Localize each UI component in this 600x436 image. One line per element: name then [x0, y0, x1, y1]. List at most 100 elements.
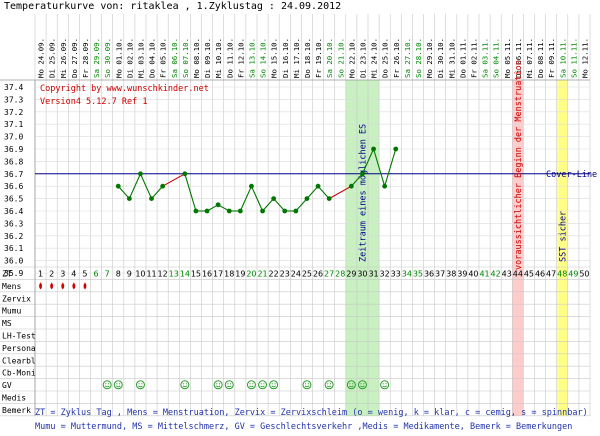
cycle-day-label: 5: [82, 270, 87, 279]
temperature-segment: [128, 173, 141, 199]
date-header: Fr 19.10.: [314, 38, 323, 78]
gv-smiley-eye: [185, 383, 187, 385]
gv-smiley-mouth: [271, 385, 276, 388]
temperature-point: [160, 183, 166, 189]
page-title: Temperaturkurve von: ritaklea , 1.Zyklus…: [4, 1, 342, 12]
cycle-day-label: 20: [246, 270, 256, 279]
gv-smiley-eye: [138, 383, 140, 385]
date-header: Mi 26.09.: [59, 38, 68, 78]
temperature-point: [315, 183, 321, 189]
footer-legend-line-2: Mumu = Muttermund, MS = Mittelschmerz, G…: [35, 422, 573, 432]
date-header: Fr 26.10.: [392, 38, 401, 78]
gv-smiley-mouth: [260, 385, 265, 388]
date-header: Di 25.09.: [48, 38, 57, 78]
row-label: Mumu: [2, 307, 21, 316]
cycle-day-label: 35: [413, 270, 423, 279]
date-header: Fr 28.09.: [81, 38, 90, 78]
gv-smiley-mouth: [360, 385, 365, 388]
cycle-day-label: 17: [213, 270, 223, 279]
footer-legend-line-1: ZT = Zyklus Tag , Mens = Menstruation, Z…: [35, 408, 588, 418]
date-header: Sa 29.09.: [92, 38, 101, 78]
cycle-day-label: 22: [269, 270, 279, 279]
y-tick-label: 36.4: [4, 207, 23, 216]
gv-smiley-eye: [249, 383, 251, 385]
temperature-segment: [306, 185, 319, 199]
gv-smiley-eye: [230, 383, 232, 385]
gv-smiley-eye: [141, 383, 143, 385]
temperature-point: [348, 183, 354, 189]
temperature-segment: [151, 185, 164, 199]
temperature-segment: [384, 148, 397, 187]
temperature-point: [360, 171, 365, 177]
cycle-day-label: 12: [158, 270, 168, 279]
gv-smiley-eye: [182, 383, 185, 385]
date-header: Sa 20.10.: [325, 38, 334, 78]
cycle-day-label: 43: [502, 270, 512, 279]
date-header: Mo 29.10.: [425, 38, 434, 78]
date-header: Sa 27.10.: [403, 38, 412, 78]
y-tick-label: 36.9: [4, 145, 23, 154]
temperature-point: [126, 196, 132, 202]
gv-smiley-icon: [346, 380, 356, 390]
date-header: Di 06.11.: [514, 38, 523, 78]
cycle-day-label: 7: [105, 270, 110, 279]
date-header: Di 23.10.: [358, 38, 367, 78]
date-header: Mi 31.10.: [447, 38, 456, 78]
temperature-point: [182, 171, 188, 177]
cycle-day-label: 32: [380, 270, 390, 279]
row-label: ZT: [2, 270, 12, 279]
gv-smiley-eye: [352, 383, 354, 385]
date-header: Fr 12.10.: [236, 38, 245, 78]
gv-smiley-icon: [180, 380, 190, 390]
cycle-day-label: 10: [135, 270, 145, 279]
cycle-day-label: 3: [60, 270, 65, 279]
temperature-segment: [139, 173, 153, 199]
cycle-day-label: 33: [391, 270, 401, 279]
gv-smiley-eye: [227, 383, 229, 385]
date-header: Do 18.10.: [303, 38, 312, 78]
date-header: So 04.11.: [492, 38, 501, 78]
cover-line-label: Cover-Line: [546, 170, 597, 180]
gv-smiley-eye: [304, 383, 307, 385]
mens-drop-icon: [72, 282, 76, 290]
y-tick-label: 36.3: [4, 219, 23, 228]
date-header: Mo 24.09.: [37, 38, 46, 78]
gv-smiley-eye: [107, 383, 110, 385]
row-label: Zervix: [2, 294, 31, 303]
gv-smiley-eye: [349, 383, 351, 385]
gv-smiley-icon: [324, 380, 334, 390]
temperature-point: [371, 146, 376, 152]
cycle-day-label: 11: [146, 270, 156, 279]
y-tick-label: 37.1: [4, 120, 23, 129]
cycle-day-label: 42: [491, 270, 501, 279]
date-header: Di 16.10.: [281, 38, 290, 78]
date-header: Sa 13.10.: [247, 38, 256, 78]
temperature-segment: [273, 198, 286, 212]
date-header: Do 01.11.: [458, 38, 467, 78]
gv-smiley-mouth: [182, 385, 188, 388]
temperature-point: [293, 208, 299, 214]
mens-drop-icon: [39, 282, 43, 290]
date-header: Mi 03.10.: [136, 38, 145, 78]
gv-smiley-eye: [329, 383, 332, 385]
temperature-segment: [162, 173, 186, 187]
gv-smiley-eye: [271, 383, 273, 385]
y-tick-label: 36.6: [4, 182, 23, 191]
cycle-day-label: 6: [94, 270, 99, 279]
date-header: Sa 06.10.: [170, 38, 179, 78]
cycle-day-label: 2: [49, 270, 54, 279]
date-header: Do 27.09.: [70, 38, 79, 78]
version-text: Version4 5.12.7 Ref 1: [40, 97, 147, 107]
date-header: So 30.09.: [103, 38, 112, 78]
mens-drop-icon: [83, 282, 87, 290]
y-tick-label: 36.1: [4, 244, 23, 253]
y-tick-label: 35.9: [4, 269, 23, 278]
row-label: MS: [2, 319, 12, 328]
gv-smiley-mouth: [382, 385, 387, 388]
cycle-day-label: 21: [257, 270, 267, 279]
temperature-point: [215, 202, 221, 208]
temperature-point: [271, 196, 277, 202]
gv-smiley-eye: [307, 383, 309, 385]
cycle-day-label: 39: [457, 270, 467, 279]
gv-smiley-icon: [302, 380, 312, 390]
